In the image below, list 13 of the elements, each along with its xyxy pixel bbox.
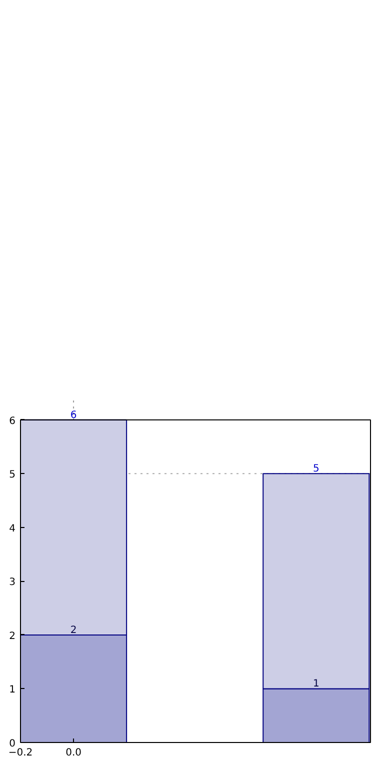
y-tick-label: 5: [9, 470, 16, 481]
data-label: 1: [312, 678, 320, 690]
y-tick-label: 6: [9, 416, 16, 427]
y-tick-label: 0: [9, 738, 16, 750]
y-tick-label: 3: [9, 577, 16, 588]
y-tick-label: 2: [9, 630, 16, 642]
total-label: 6: [70, 410, 77, 421]
x-tick-label: 0.0: [66, 748, 82, 758]
x-tick-label: −0.2: [8, 748, 33, 758]
data-label: 2: [70, 624, 77, 636]
y-tick-label: 1: [9, 684, 16, 696]
total-label: 5: [312, 464, 320, 475]
y-tick-label: 4: [9, 523, 16, 534]
